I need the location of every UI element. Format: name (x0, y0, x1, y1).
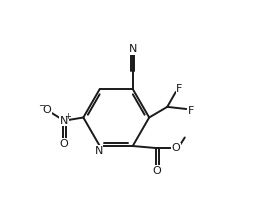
Text: O: O (153, 166, 162, 176)
Text: N: N (60, 116, 68, 126)
Text: F: F (176, 84, 183, 94)
Text: +: + (64, 112, 71, 121)
Text: −: − (38, 101, 45, 110)
Text: O: O (60, 139, 69, 149)
Text: N: N (94, 146, 103, 156)
Text: F: F (187, 106, 194, 116)
Text: N: N (128, 44, 137, 54)
Text: O: O (172, 143, 180, 153)
Text: O: O (42, 105, 51, 115)
